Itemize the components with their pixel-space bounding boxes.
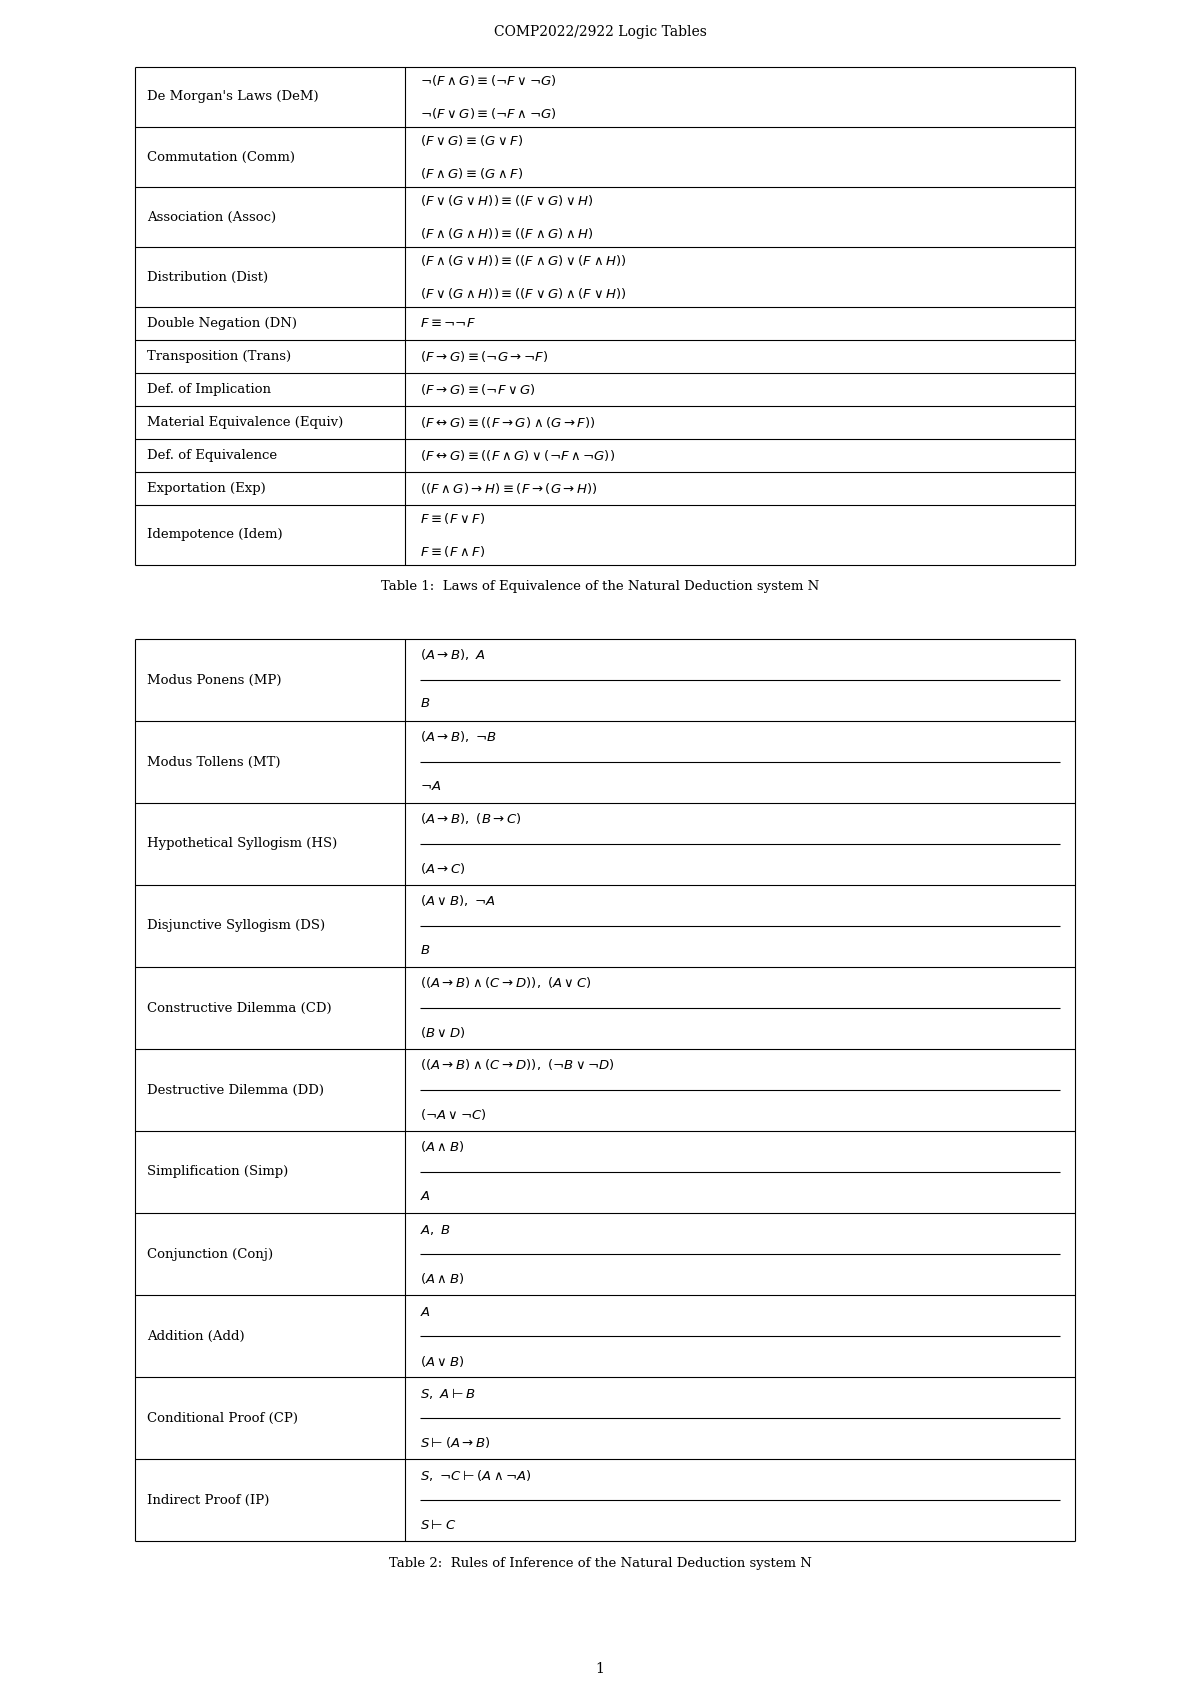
Text: Transposition (Trans): Transposition (Trans) xyxy=(148,350,292,363)
Text: Indirect Proof (IP): Indirect Proof (IP) xyxy=(148,1493,269,1507)
Text: $(F \rightarrow G) \equiv (\neg F \vee G)$: $(F \rightarrow G) \equiv (\neg F \vee G… xyxy=(420,382,535,397)
Text: $F \equiv (F \vee F)$: $F \equiv (F \vee F)$ xyxy=(420,511,485,526)
Text: $\neg(F \wedge G) \equiv (\neg F \vee \neg G)$: $\neg(F \wedge G) \equiv (\neg F \vee \n… xyxy=(420,73,557,88)
Text: $(F \leftrightarrow G) \equiv ((F \wedge G) \vee (\neg F \wedge \neg G))$: $(F \leftrightarrow G) \equiv ((F \wedge… xyxy=(420,448,616,463)
Text: $((A \rightarrow B) \wedge (C \rightarrow D)),\ (A \vee C)$: $((A \rightarrow B) \wedge (C \rightarro… xyxy=(420,976,592,991)
Text: $F \equiv \neg\neg F$: $F \equiv \neg\neg F$ xyxy=(420,317,476,329)
Text: $S,\ A \vdash B$: $S,\ A \vdash B$ xyxy=(420,1385,475,1400)
Text: $(A \vee B)$: $(A \vee B)$ xyxy=(420,1354,464,1368)
Text: $B$: $B$ xyxy=(420,697,431,711)
Text: $\neg(F \vee G) \equiv (\neg F \wedge \neg G)$: $\neg(F \vee G) \equiv (\neg F \wedge \n… xyxy=(420,105,557,120)
Text: $S \vdash (A \rightarrow B)$: $S \vdash (A \rightarrow B)$ xyxy=(420,1436,491,1451)
Text: $(F \leftrightarrow G) \equiv ((F \rightarrow G) \wedge (G \rightarrow F))$: $(F \leftrightarrow G) \equiv ((F \right… xyxy=(420,416,595,429)
Text: $(B \vee D)$: $(B \vee D)$ xyxy=(420,1025,466,1040)
Text: $(A \rightarrow C)$: $(A \rightarrow C)$ xyxy=(420,862,466,876)
Text: $\neg A$: $\neg A$ xyxy=(420,779,442,792)
Text: $((A \rightarrow B) \wedge (C \rightarrow D)),\ (\neg B \vee \neg D)$: $((A \rightarrow B) \wedge (C \rightarro… xyxy=(420,1057,614,1073)
Text: $(F \vee (G \wedge H)) \equiv ((F \vee G) \wedge (F \vee H))$: $(F \vee (G \wedge H)) \equiv ((F \vee G… xyxy=(420,285,626,300)
Text: $(A \wedge B)$: $(A \wedge B)$ xyxy=(420,1271,464,1286)
Text: Modus Ponens (MP): Modus Ponens (MP) xyxy=(148,674,282,687)
Text: $A,\ B$: $A,\ B$ xyxy=(420,1222,451,1237)
Text: $A$: $A$ xyxy=(420,1305,431,1319)
Text: Simplification (Simp): Simplification (Simp) xyxy=(148,1166,288,1178)
Text: COMP2022/2922 Logic Tables: COMP2022/2922 Logic Tables xyxy=(493,25,707,39)
Text: $(A \rightarrow B),\ A$: $(A \rightarrow B),\ A$ xyxy=(420,648,486,662)
Text: $(A \rightarrow B),\ \neg B$: $(A \rightarrow B),\ \neg B$ xyxy=(420,730,497,745)
Text: $B$: $B$ xyxy=(420,944,431,957)
Text: De Morgan's Laws (DeM): De Morgan's Laws (DeM) xyxy=(148,90,319,104)
Text: Def. of Implication: Def. of Implication xyxy=(148,384,271,395)
Text: Hypothetical Syllogism (HS): Hypothetical Syllogism (HS) xyxy=(148,838,337,850)
Text: Distribution (Dist): Distribution (Dist) xyxy=(148,270,268,283)
Text: Def. of Equivalence: Def. of Equivalence xyxy=(148,450,277,462)
Text: $S,\ \neg C \vdash (A \wedge \neg A)$: $S,\ \neg C \vdash (A \wedge \neg A)$ xyxy=(420,1468,532,1483)
Text: Double Negation (DN): Double Negation (DN) xyxy=(148,317,298,329)
Text: Material Equivalence (Equiv): Material Equivalence (Equiv) xyxy=(148,416,343,429)
Text: Association (Assoc): Association (Assoc) xyxy=(148,210,276,224)
Text: $(A \rightarrow B),\ (B \rightarrow C)$: $(A \rightarrow B),\ (B \rightarrow C)$ xyxy=(420,811,522,826)
Text: Modus Tollens (MT): Modus Tollens (MT) xyxy=(148,755,281,769)
Text: $(F \wedge (G \wedge H)) \equiv ((F \wedge G) \wedge H)$: $(F \wedge (G \wedge H)) \equiv ((F \wed… xyxy=(420,226,594,241)
Text: $(\neg A \vee \neg C)$: $(\neg A \vee \neg C)$ xyxy=(420,1108,486,1122)
Text: Idempotence (Idem): Idempotence (Idem) xyxy=(148,528,283,541)
Text: $S \vdash C$: $S \vdash C$ xyxy=(420,1517,456,1531)
Text: 1: 1 xyxy=(595,1661,605,1677)
Text: $F \equiv (F \wedge F)$: $F \equiv (F \wedge F)$ xyxy=(420,543,485,558)
Text: $(F \vee (G \vee H)) \equiv ((F \vee G) \vee H)$: $(F \vee (G \vee H)) \equiv ((F \vee G) … xyxy=(420,193,594,209)
Text: Exportation (Exp): Exportation (Exp) xyxy=(148,482,265,496)
Text: Conditional Proof (CP): Conditional Proof (CP) xyxy=(148,1412,298,1424)
Text: Table 1:  Laws of Equivalence of the Natural Deduction system N: Table 1: Laws of Equivalence of the Natu… xyxy=(380,580,820,594)
Text: Commutation (Comm): Commutation (Comm) xyxy=(148,151,295,163)
Text: Disjunctive Syllogism (DS): Disjunctive Syllogism (DS) xyxy=(148,920,325,932)
Text: $A$: $A$ xyxy=(420,1190,431,1203)
Text: $(A \vee B),\ \neg A$: $(A \vee B),\ \neg A$ xyxy=(420,894,496,908)
Text: $(A \wedge B)$: $(A \wedge B)$ xyxy=(420,1139,464,1154)
Text: $(F \wedge (G \vee H)) \equiv ((F \wedge G) \vee (F \wedge H))$: $(F \wedge (G \vee H)) \equiv ((F \wedge… xyxy=(420,253,626,268)
Text: Addition (Add): Addition (Add) xyxy=(148,1329,245,1342)
Text: $(F \vee G) \equiv (G \vee F)$: $(F \vee G) \equiv (G \vee F)$ xyxy=(420,134,523,148)
Text: $(F \wedge G) \equiv (G \wedge F)$: $(F \wedge G) \equiv (G \wedge F)$ xyxy=(420,166,523,180)
Text: Table 2:  Rules of Inference of the Natural Deduction system N: Table 2: Rules of Inference of the Natur… xyxy=(389,1556,811,1570)
Text: Constructive Dilemma (CD): Constructive Dilemma (CD) xyxy=(148,1001,331,1015)
Text: $((F \wedge G) \rightarrow H) \equiv (F \rightarrow (G \rightarrow H))$: $((F \wedge G) \rightarrow H) \equiv (F … xyxy=(420,480,598,496)
Text: Destructive Dilemma (DD): Destructive Dilemma (DD) xyxy=(148,1083,324,1096)
Text: Conjunction (Conj): Conjunction (Conj) xyxy=(148,1247,274,1261)
Text: $(F \rightarrow G) \equiv (\neg G \rightarrow \neg F)$: $(F \rightarrow G) \equiv (\neg G \right… xyxy=(420,350,548,363)
